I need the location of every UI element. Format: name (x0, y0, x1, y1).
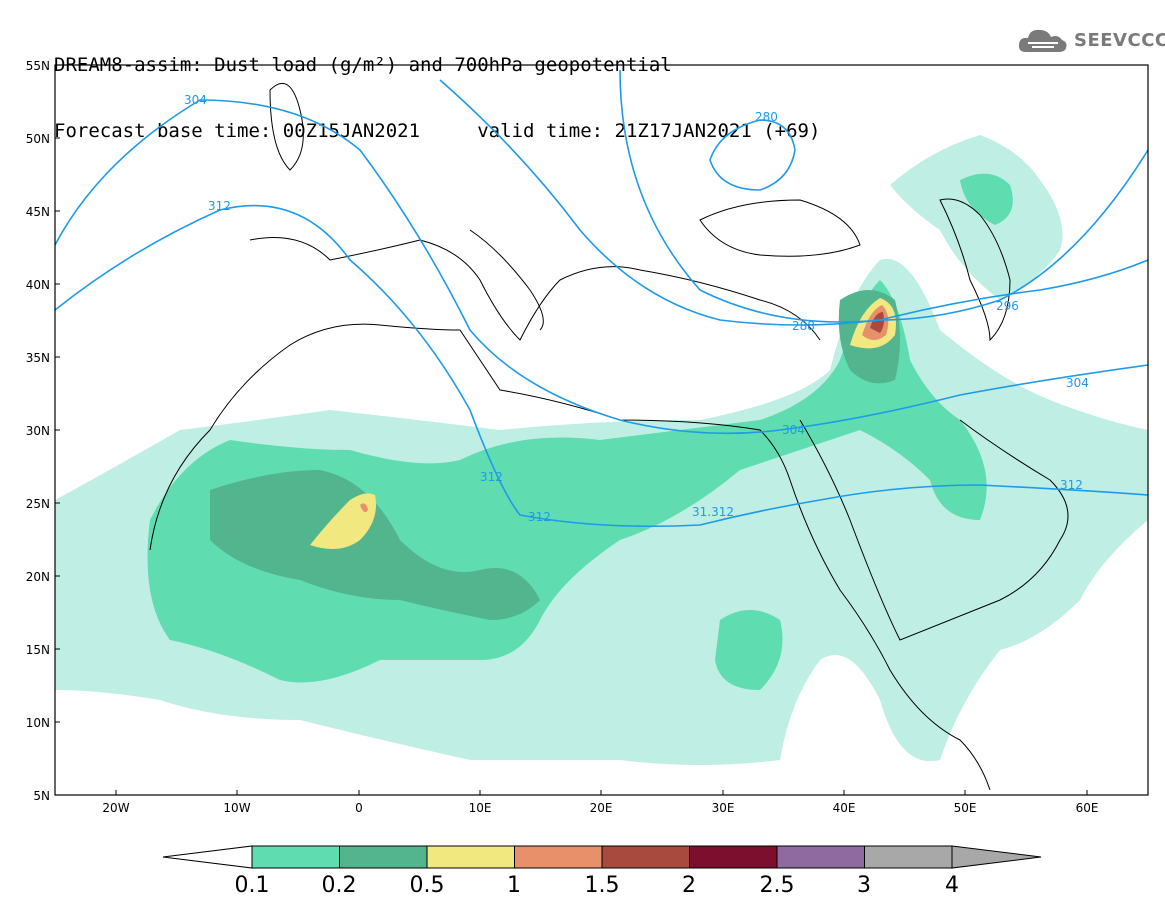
contour-304-west (55, 99, 781, 435)
lat-label: 45N (26, 205, 50, 219)
cloud-icon (1018, 29, 1067, 52)
caspian-coastline (939, 198, 1011, 342)
colorbar-swatch (689, 845, 778, 869)
contour-label: 280 (755, 110, 778, 124)
lon-label: 10W (223, 801, 250, 815)
lat-label: 55N (26, 59, 50, 73)
colorbar-label: 3 (857, 873, 871, 898)
contour-label: 304 (184, 93, 207, 107)
contour-label: 304 (1066, 376, 1089, 390)
colorbar-label: 2.5 (760, 873, 795, 898)
contour-label: 288 (792, 319, 815, 333)
lat-label: 25N (26, 497, 50, 511)
dust-area-0.2-caspian (960, 173, 1013, 225)
geopotential-contours (55, 69, 1148, 528)
colorbar-label: 2 (682, 873, 696, 898)
lon-label: 20E (590, 801, 613, 815)
contour-288 (439, 79, 1148, 326)
colorbar: 0.1 0.2 0.5 1 1.5 2 2.5 3 4 (162, 845, 1042, 898)
logo-text: SEEVCCC (1074, 29, 1165, 51)
colorbar-label: 0.2 (322, 873, 357, 898)
colorbar-swatch (426, 845, 515, 869)
colorbar-swatch (251, 845, 340, 869)
dust-area-0.5 (210, 470, 540, 620)
dust-area-small-west (360, 503, 368, 513)
latitude-labels: 55N 50N 45N 40N 35N 30N 25N 20N 15N 10N … (26, 59, 50, 803)
lon-label: 50E (954, 801, 977, 815)
colorbar-high-arrow (951, 845, 1042, 869)
contour-label: 312 (208, 199, 231, 213)
lon-label: 20W (102, 801, 129, 815)
arabia-coastline (799, 419, 1069, 641)
title-line-2: Forecast base time: 00Z15JAN2021 valid t… (54, 120, 821, 142)
seevccc-logo: SEEVCCC (1018, 26, 1165, 54)
colorbar-swatch (601, 845, 690, 869)
contour-304-east (779, 364, 1148, 431)
contour-label: 312 (1060, 478, 1083, 492)
lat-label: 20N (26, 570, 50, 584)
colorbar-low-arrow (162, 845, 253, 869)
longitude-labels: 20W 10W 0 10E 20E 30E 40E 50E 60E (102, 801, 1098, 815)
dust-area-0.2-east (715, 610, 783, 690)
black-sea-coastline (699, 199, 861, 257)
colorbar-label: 1 (507, 873, 521, 898)
lat-label: 15N (26, 643, 50, 657)
lon-label: 0 (355, 801, 363, 815)
colorbar-swatch (514, 845, 603, 869)
lat-label: 5N (33, 789, 50, 803)
lon-label: 30E (712, 801, 735, 815)
dust-area-1-west (310, 493, 376, 549)
lon-label: 40E (833, 801, 856, 815)
colorbar-label: 0.5 (410, 873, 445, 898)
lat-label: 30N (26, 424, 50, 438)
contour-label: 312 (528, 510, 551, 524)
axis-ticks (55, 64, 1088, 795)
lat-label: 40N (26, 278, 50, 292)
contour-280 (709, 119, 796, 191)
colorbar-label: 0.1 (235, 873, 270, 898)
dust-fields (55, 135, 1148, 765)
lat-label: 50N (26, 132, 50, 146)
dust-area-2 (870, 312, 884, 333)
contour-label: 296 (996, 299, 1019, 313)
italy-coastline (469, 229, 544, 331)
contour-296 (619, 69, 1148, 323)
dust-area-0.1-caspian (890, 135, 1063, 300)
colorbar-label: 1.5 (585, 873, 620, 898)
colorbar-label: 4 (945, 873, 959, 898)
contour-label: 312 (480, 470, 503, 484)
lon-label: 60E (1076, 801, 1099, 815)
colorbar-swatch (776, 845, 865, 869)
contour-label: 31.312 (692, 505, 734, 519)
lat-label: 10N (26, 716, 50, 730)
lon-label: 10E (469, 801, 492, 815)
contour-label: 304 (782, 423, 805, 437)
contour-312-west (55, 204, 1148, 528)
uk-coastline (269, 82, 304, 171)
colorbar-swatch (864, 845, 953, 869)
europe-coastline (249, 237, 821, 341)
colorbar-swatch (339, 845, 428, 869)
lat-label: 35N (26, 351, 50, 365)
contour-labels: 304 312 280 296 288 304 312 312 312 304 … (184, 93, 1089, 524)
